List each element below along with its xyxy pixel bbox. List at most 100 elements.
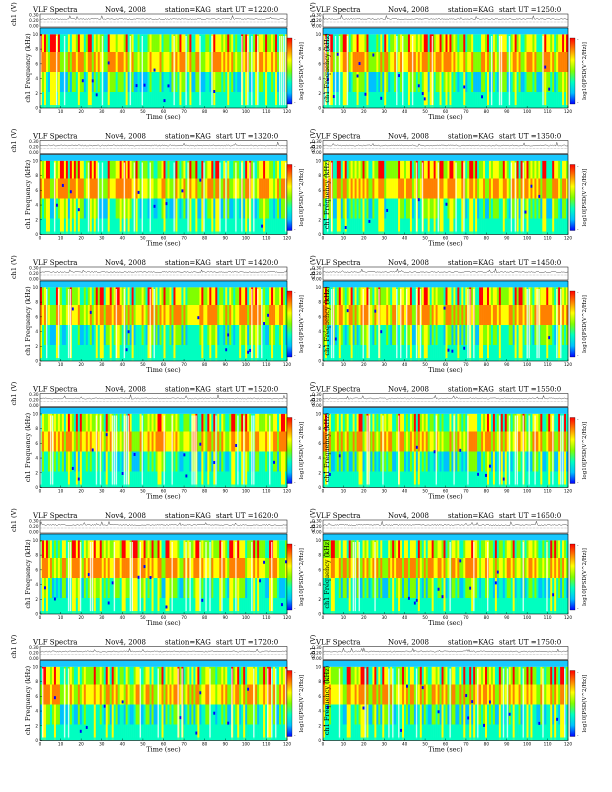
spectrogram-cell — [175, 305, 178, 325]
spectrogram-gap — [57, 289, 60, 360]
waveform-ylabel: ch1 (V) — [309, 128, 317, 152]
spectrogram-cell — [279, 431, 282, 452]
spectrogram-cell — [71, 413, 75, 432]
spectrogram-cell — [461, 52, 464, 72]
spectrogram-cell — [330, 471, 334, 488]
spectrogram-cell — [346, 413, 349, 432]
spectrogram-cell — [109, 198, 113, 219]
spectrogram-cell — [125, 34, 128, 52]
spectrogram-spot — [421, 92, 424, 96]
spectrogram-cell — [479, 431, 482, 452]
spectrogram-cell — [439, 92, 442, 108]
spectrogram-cell — [209, 471, 212, 488]
spectrogram-cell — [362, 178, 365, 199]
spectrogram-cell — [105, 178, 109, 199]
spectrogram-cell — [522, 92, 525, 108]
spectrogram-cell — [167, 218, 170, 235]
spectrogram-cell — [370, 287, 373, 305]
spectrogram-cell — [402, 305, 405, 325]
waveform-trace — [39, 141, 288, 147]
spectrogram-gap — [173, 162, 175, 233]
spectrogram-cell — [490, 471, 494, 488]
spectrogram-cell — [386, 325, 389, 345]
spectrogram-cell — [405, 92, 409, 108]
spectrogram-cell — [532, 451, 535, 472]
panel-station: station=KAG — [165, 133, 211, 141]
spectrogram-cell — [129, 345, 132, 361]
spectrogram-cell — [415, 34, 419, 52]
spectrogram-cell — [121, 325, 124, 345]
spectrogram-cell — [213, 198, 216, 219]
spectrogram-cell — [269, 178, 272, 199]
spectrogram-cell — [45, 218, 49, 235]
spectrogram-cell — [518, 178, 521, 199]
spectrogram-cell — [368, 72, 371, 92]
spectrogram-cell — [65, 198, 69, 219]
spectrogram-cell — [407, 287, 411, 305]
spectrogram-cell — [405, 72, 409, 92]
spectrogram-cell — [463, 471, 466, 488]
spectrogram-cell — [155, 345, 158, 361]
spectrogram-cell — [510, 287, 513, 305]
spectrogram-cell — [275, 178, 278, 199]
x-tick-label: 80 — [484, 236, 490, 241]
spectrogram-cell — [213, 431, 216, 452]
spectrogram-cell — [87, 471, 91, 488]
spectrogram-cell — [463, 34, 466, 52]
spectrogram-cell — [169, 218, 172, 235]
spectrogram-cell — [265, 34, 268, 52]
spectrogram-cell — [111, 325, 114, 345]
spectrogram-cell — [41, 325, 45, 345]
spectrogram-cell — [143, 325, 146, 345]
spectrogram-cell — [87, 72, 91, 92]
spectrogram-cell — [117, 218, 120, 235]
spectrogram-cell — [530, 431, 533, 452]
spectrogram-cell — [77, 72, 81, 92]
x-tick-label: 10 — [58, 489, 64, 494]
colorbar-tick-label: - — [294, 353, 296, 358]
spectrogram-cell — [548, 345, 551, 361]
spectrogram-cell — [356, 471, 359, 488]
spectrogram-cell — [471, 325, 474, 345]
spectrogram-cell — [439, 72, 442, 92]
spectrogram-cell — [437, 34, 440, 52]
spectrogram-cell — [101, 325, 105, 345]
spectrogram-cell — [526, 218, 529, 235]
spectrogram-gap — [285, 36, 287, 107]
panel-3: VLF Spectra Nov4, 2008 station=KAG start UT… — [10, 128, 305, 247]
spectrogram-cell — [261, 72, 264, 92]
spectrogram-spot — [451, 349, 454, 353]
spectrogram-gap — [225, 162, 227, 233]
spectrogram-cell — [453, 218, 456, 235]
spectrogram-cell — [47, 345, 51, 361]
spectrogram-cell — [382, 218, 385, 235]
spectrogram-cell — [394, 451, 397, 472]
spectrogram-cell — [409, 413, 413, 432]
spectrogram-cell — [518, 160, 521, 179]
spectrogram-cell — [199, 198, 202, 219]
spectrogram-cell — [376, 72, 379, 92]
spectrogram-cell — [147, 160, 150, 179]
spectrogram-cell — [249, 287, 252, 305]
spectrogram-cell — [376, 345, 379, 361]
spectrogram-cell — [338, 178, 342, 199]
spectrogram-cell — [538, 218, 541, 235]
spectrogram-cell — [133, 92, 136, 108]
spectrogram-cell — [443, 198, 446, 219]
spectrogram-cell — [566, 92, 569, 108]
spectrogram-cell — [477, 198, 480, 219]
spectrogram-cell — [93, 325, 97, 345]
spectrogram-cell — [354, 34, 357, 52]
spectrogram-cell — [344, 198, 348, 219]
spectrogram-spot — [167, 84, 170, 88]
spectrogram-cell — [548, 178, 551, 199]
spectrogram-gap — [127, 415, 130, 486]
spectrogram-cell — [93, 305, 97, 325]
spectrogram-cell — [540, 198, 543, 219]
x-tick-label: 80 — [484, 362, 490, 367]
spectrogram-cell — [269, 198, 272, 219]
spectrogram-cell — [402, 218, 405, 235]
spectrogram-cell — [404, 305, 407, 325]
spectrogram-cell — [93, 52, 97, 72]
spectrogram-cell — [81, 540, 85, 558]
